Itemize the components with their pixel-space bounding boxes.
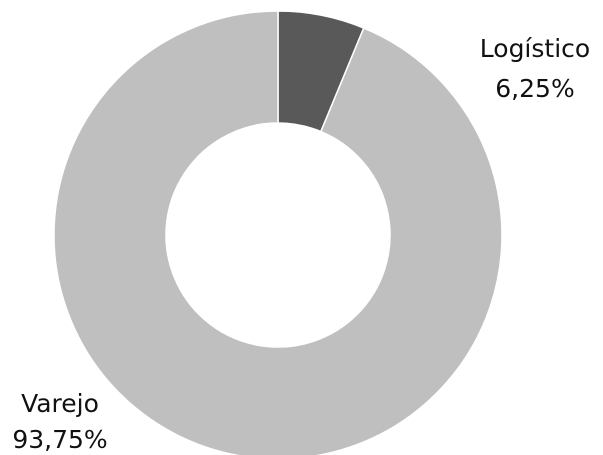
- donut-slice: [53, 10, 503, 455]
- slice-label: Varejo: [21, 389, 99, 418]
- slice-label: Logístico: [480, 34, 590, 63]
- slice-value-label: 6,25%: [495, 74, 574, 103]
- slice-value-label: 93,75%: [12, 425, 107, 454]
